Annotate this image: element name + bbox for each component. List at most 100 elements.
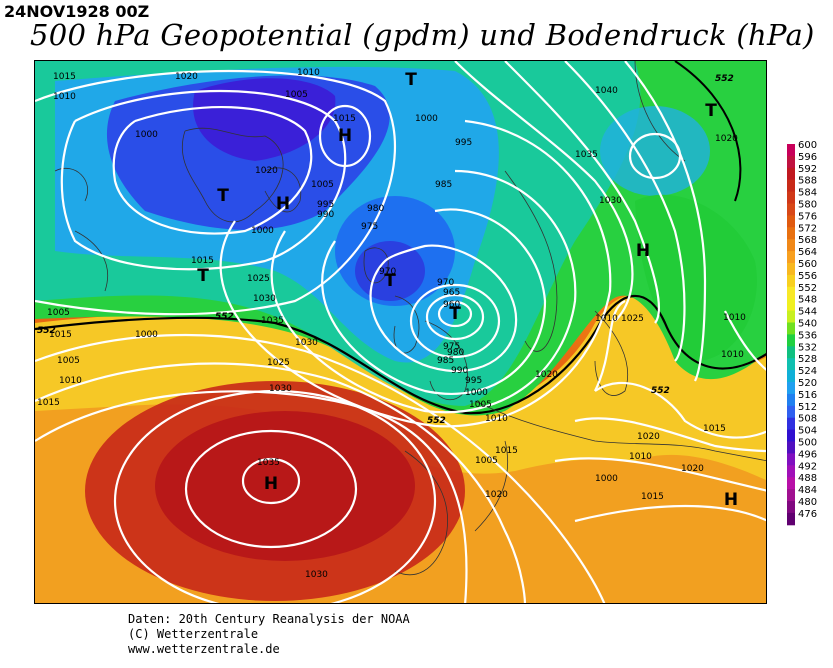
scale-swatch [787,489,795,502]
isobar-label: 1010 [485,414,508,424]
scale-level-label: 580 [798,200,817,211]
scale-level-label: 596 [798,152,817,163]
isobar-label: 1005 [47,308,70,318]
isobar-label: 1015 [37,398,60,408]
isobars [35,61,766,603]
isobar-label: 1010 [595,314,618,324]
isobar-label: 980 [367,204,384,214]
violet-core [193,78,336,161]
isobar-label: 1030 [269,384,292,394]
isobar-label: 990 [317,210,334,220]
isobar-label: 1015 [495,446,518,456]
scale-level-label: 500 [798,438,817,449]
isobar-label: 1010 [53,92,76,102]
geopotential-label: 552 [215,312,234,322]
isobar-label: 1000 [595,474,618,484]
isobar-label: 1000 [251,226,274,236]
isobar-label: 1020 [715,134,738,144]
isobar-label: 1035 [261,316,284,326]
russia-green [635,194,757,361]
scale-swatch [787,322,795,335]
scale-swatch [787,179,795,193]
weather-map: H H H H H T T T T T T 1015 1020 1010 101… [34,60,767,604]
scale-swatch [787,215,795,228]
geopotential-label: 552 [427,416,446,426]
scale-level-label: 524 [798,366,817,377]
scale-level-label: 576 [798,211,817,222]
isobar-label: 1005 [57,356,80,366]
scale-level-label: 484 [798,485,817,496]
scale-swatch [787,465,795,478]
scale-level-label: 492 [798,461,817,472]
isobar-label: 1000 [135,330,158,340]
contour-552 [35,294,766,415]
isobar-label: 1025 [621,314,644,324]
low-marker-greenland: T [217,186,229,206]
geopotential-label: 552 [651,386,670,396]
scale-level-label: 572 [798,223,817,234]
scale-swatch [787,263,795,276]
isobar-label: 985 [437,356,454,366]
contour-552-north [674,61,742,202]
scale-level-label: 504 [798,426,817,437]
isobar-label: 1010 [721,350,744,360]
geopotential-label: 552 [715,74,734,84]
isobar-label: 975 [361,222,378,232]
isobar-label: 1025 [247,274,270,284]
isobar-label: 980 [447,348,464,358]
isobar-label: 1000 [135,130,158,140]
isobar-label: 995 [317,200,334,210]
isobar-label: 965 [443,288,460,298]
scale-level-label: 532 [798,342,817,353]
isobar-label: 1020 [681,464,704,474]
scale-level-label: 588 [798,176,817,187]
isobar-label: 1020 [485,490,508,500]
isobar-label: 1000 [415,114,438,124]
low-marker-kara: T [705,101,717,121]
scale-swatch [787,370,795,383]
isobar-label: 1025 [267,358,290,368]
scale-level-label: 556 [798,271,817,282]
isobar-label: 1030 [599,196,622,206]
isobar-label: 1010 [59,376,82,386]
color-scale-legend: 600 596 592 588 584 580 576 572 568 564 560 556 552 5… [786,136,832,540]
scale-level-label: 552 [798,283,817,294]
isobar-label: 1020 [535,370,558,380]
scale-level-label: 480 [798,497,817,508]
low-marker-denmark: T [449,304,461,324]
isobar-label: 975 [443,342,460,352]
isobar-label: 1015 [191,256,214,266]
isobar-label: 1035 [257,458,280,468]
isobar-label: 1015 [49,330,72,340]
map-title: 500 hPa Geopotential (gpdm) und Bodendru… [30,18,815,52]
scale-swatch [787,382,795,395]
isobar-label: 995 [465,376,482,386]
scale-swatch [787,167,795,181]
high-center [155,411,415,561]
isobar-label: 985 [435,180,452,190]
scale-level-label: 512 [798,402,817,413]
scale-level-label: 584 [798,188,817,199]
scale-swatch [787,251,795,264]
scale-swatch [787,155,795,169]
scale-level-label: 564 [798,247,817,258]
scale-level-label: 536 [798,330,817,341]
scale-swatch [787,429,795,442]
arctic-low [600,106,710,196]
credit-source: Daten: 20th Century Reanalysis der NOAA [128,612,410,626]
scale-swatch [787,239,795,252]
high-marker-greenland: H [276,194,290,214]
scale-level-label: 508 [798,414,817,425]
low-marker-norway: T [384,271,396,291]
scale-level-label: 528 [798,354,817,365]
isobar-label: 970 [379,267,396,277]
scale-level-label: 548 [798,295,817,306]
scale-swatch [787,334,795,347]
isobar-label: 960 [443,300,460,310]
isobar-label: 1005 [475,456,498,466]
scale-swatch [787,405,795,419]
scale-swatch [787,453,795,466]
scale-level-label: 520 [798,378,817,389]
scale-swatch [787,144,795,157]
isobar-label: 1015 [333,114,356,124]
